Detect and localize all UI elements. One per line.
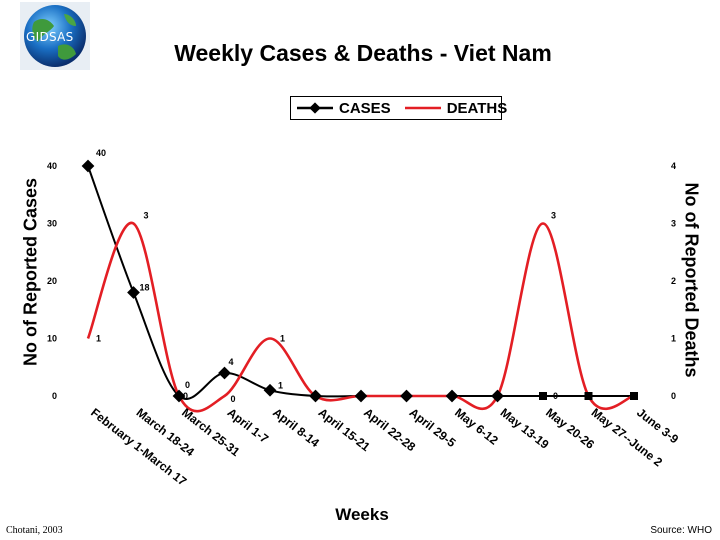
legend-label-cases: CASES (339, 99, 391, 117)
cases-marker (539, 392, 547, 400)
logo-text: GIDSAS (26, 30, 74, 44)
y-tick-left: 20 (47, 276, 57, 286)
cases-marker (172, 389, 186, 403)
series-markers (81, 159, 638, 403)
x-category-label: May 13-19 (498, 405, 552, 452)
data-label-deaths: 0 (231, 394, 236, 404)
data-label-deaths: 3 (551, 211, 556, 221)
data-label-cases: 0 (185, 380, 190, 390)
data-label-deaths: 1 (280, 334, 285, 344)
legend-label-deaths: DEATHS (446, 99, 508, 117)
series-lines (86, 165, 635, 413)
y-tick-right: 0 (671, 391, 676, 401)
credit-text: Chotani, 2003 (6, 525, 63, 536)
data-label-cases: 4 (229, 357, 234, 367)
chart-title: Weekly Cases & Deaths - Viet Nam (174, 40, 552, 66)
cases-marker (81, 159, 95, 173)
legend-item-cases: CASES (297, 100, 391, 117)
cases-marker (400, 389, 413, 403)
y-tick-left: 40 (47, 161, 57, 171)
y-axis-label-left: No of Reported Cases (20, 177, 41, 367)
data-label-cases: 1 (278, 380, 283, 390)
data-label-cases: 40 (96, 148, 106, 158)
y-axis-label-right: No of Reported Deaths (681, 182, 702, 378)
y-tick-left: 10 (47, 334, 57, 344)
chart-legend: CASES DEATHS (290, 96, 507, 120)
cases-line-marker-icon (297, 102, 333, 114)
data-label-deaths: 3 (144, 211, 149, 221)
deaths-line-icon (404, 106, 441, 110)
data-label-deaths: 1 (96, 334, 101, 344)
cases-marker (309, 389, 322, 403)
y-tick-right: 4 (671, 161, 676, 171)
source-text: Source: WHO (650, 525, 712, 536)
cases-marker (263, 383, 277, 397)
globe-logo-icon (20, 2, 90, 70)
cases-marker (584, 392, 593, 400)
cases-marker (445, 389, 459, 403)
y-tick-right: 2 (671, 276, 676, 286)
y-tick-right: 1 (671, 334, 676, 344)
data-label-cases: 0 (553, 391, 558, 401)
data-label-deaths: 0 (183, 391, 188, 401)
y-tick-left: 0 (52, 391, 57, 401)
cases-marker (630, 392, 638, 400)
x-category-label: May 6-12 (452, 405, 501, 447)
y-tick-left: 30 (47, 219, 57, 229)
y-tick-right: 3 (671, 219, 676, 229)
cases-marker (354, 389, 368, 403)
cases-marker (491, 389, 504, 403)
data-label-cases: 18 (140, 283, 150, 293)
cases-marker (127, 286, 140, 299)
x-category-label: May 20-26 (543, 405, 597, 452)
legend-item-deaths: DEATHS (404, 99, 508, 117)
x-axis-label: Weeks (335, 505, 389, 524)
cases-marker (218, 366, 231, 380)
x-category-label: April 8-14 (270, 405, 322, 450)
